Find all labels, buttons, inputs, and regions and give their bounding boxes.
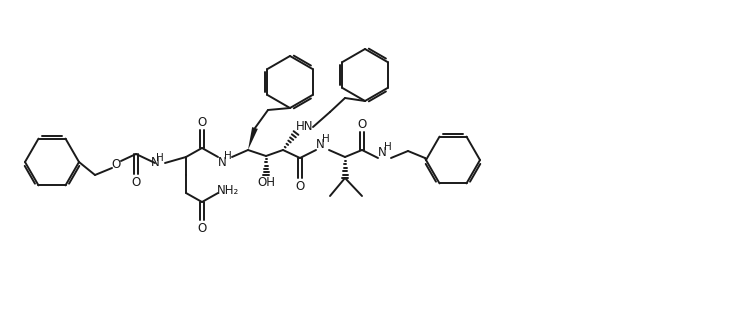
Text: N: N xyxy=(218,155,227,168)
Text: N: N xyxy=(378,147,386,159)
Text: N: N xyxy=(151,157,160,169)
Text: O: O xyxy=(358,118,367,130)
Text: H: H xyxy=(384,142,392,152)
Text: O: O xyxy=(197,222,207,235)
Text: HN: HN xyxy=(297,120,314,134)
Polygon shape xyxy=(248,127,258,150)
Text: NH₂: NH₂ xyxy=(217,183,239,197)
Text: O: O xyxy=(111,158,121,170)
Text: O: O xyxy=(197,115,207,129)
Text: N: N xyxy=(316,139,325,152)
Text: OH: OH xyxy=(257,177,275,189)
Text: H: H xyxy=(322,134,330,144)
Text: O: O xyxy=(295,179,305,193)
Text: O: O xyxy=(131,175,141,188)
Text: H: H xyxy=(156,153,164,163)
Text: H: H xyxy=(224,151,232,161)
